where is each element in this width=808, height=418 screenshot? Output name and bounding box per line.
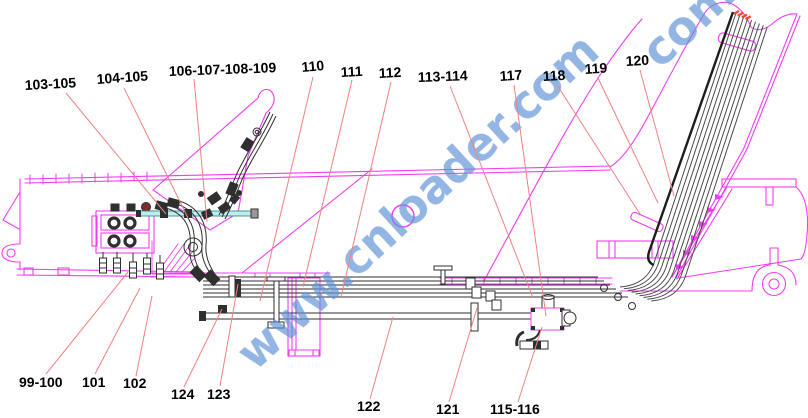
boom-arm-edges xyxy=(241,18,643,282)
callout-121: 121 xyxy=(436,307,478,417)
part-label: 112 xyxy=(378,64,402,81)
boom-plate-hole xyxy=(391,204,415,228)
hose-end-fittings xyxy=(600,284,636,310)
callout-99-100: 99-100 xyxy=(19,271,129,390)
boom-hose xyxy=(639,21,756,297)
part-label: 104-105 xyxy=(96,67,149,87)
axle-wheel xyxy=(761,271,787,297)
leader-line xyxy=(556,84,641,215)
fitting-cluster xyxy=(198,190,242,220)
part-label: 117 xyxy=(499,66,523,84)
leader-line xyxy=(597,77,659,204)
valve-top-fitting xyxy=(110,203,120,212)
leader-line xyxy=(219,283,239,387)
hose-red-tip xyxy=(733,9,740,16)
part-label: 106-107-108-109 xyxy=(169,59,277,79)
leader-line xyxy=(302,79,353,288)
part-label: 122 xyxy=(357,398,381,414)
callout-123: 123 xyxy=(207,283,239,402)
part-label: 124 xyxy=(171,386,195,402)
center-bracket xyxy=(287,277,321,357)
part-label: 99-100 xyxy=(19,374,63,390)
boom-hose xyxy=(627,16,745,291)
part-label: 120 xyxy=(625,52,649,69)
part-label: 123 xyxy=(207,386,231,402)
arc-hose-bundles xyxy=(154,197,221,287)
part-label: 119 xyxy=(584,59,608,77)
callout-110: 110 xyxy=(259,57,325,302)
callout-118: 118 xyxy=(542,67,641,215)
part-label: 110 xyxy=(301,57,325,75)
pivot-circle xyxy=(183,237,203,257)
callout-124: 124 xyxy=(171,308,223,402)
part-label: 102 xyxy=(123,375,147,391)
hose-red-tip xyxy=(741,13,748,19)
leader-line xyxy=(183,308,223,388)
leader-line xyxy=(135,295,153,377)
fender-rivet-ticks xyxy=(29,171,148,185)
hanging-fittings xyxy=(99,252,164,280)
steel-tube xyxy=(136,208,259,219)
boom-hose xyxy=(643,23,760,298)
leader-line xyxy=(639,69,675,197)
part-label: 115-116 xyxy=(490,401,540,417)
callout-112: 112 xyxy=(340,64,402,298)
callout-122: 122 xyxy=(357,316,394,414)
rear-support-outline xyxy=(619,178,808,297)
counterweight-outline xyxy=(1,165,611,278)
leader-line xyxy=(193,78,208,223)
callout-101: 101 xyxy=(82,287,141,390)
callout-115-116: 115-116 xyxy=(490,326,543,417)
leader-line xyxy=(123,87,189,219)
hose-red-tip xyxy=(737,11,744,17)
boom-hose xyxy=(635,19,753,295)
leader-line xyxy=(449,85,534,299)
bellcrank-outline xyxy=(152,89,275,231)
callout-117: 117 xyxy=(499,66,547,317)
leader-line xyxy=(45,271,129,375)
callout-102: 102 xyxy=(123,295,153,391)
part-label: 103-105 xyxy=(24,74,76,93)
pipe-clamps xyxy=(228,265,502,332)
callout-104-105: 104-105 xyxy=(96,67,189,219)
callout-106-107-108-109: 106-107-108-109 xyxy=(169,59,277,223)
leader-line xyxy=(259,76,314,302)
callout-111: 111 xyxy=(302,63,363,288)
part-label: 121 xyxy=(436,401,460,417)
boom-hose xyxy=(619,12,737,288)
leader-line xyxy=(369,316,394,400)
callout-103-105: 103-105 xyxy=(24,74,167,215)
machine-outline xyxy=(1,1,808,357)
part-label: 118 xyxy=(542,67,566,84)
boom-cylinder-line xyxy=(646,11,735,267)
check-valve-assembly xyxy=(515,294,577,350)
callout-119: 119 xyxy=(584,59,659,204)
upper-hose-bundle xyxy=(218,111,277,220)
leader-line xyxy=(517,326,543,403)
watermark-layer: www.cnloader.com com xyxy=(226,0,746,380)
valve-knob xyxy=(141,202,151,212)
callouts-layer: 103-105 104-105 106-107-108-109 110 111 112 11… xyxy=(19,52,675,417)
leader-line xyxy=(65,92,167,215)
leader-line xyxy=(513,84,547,317)
boom-hose xyxy=(647,25,764,300)
callout-113-114: 113-114 xyxy=(418,67,534,299)
valve-top-fitting xyxy=(126,203,136,212)
boom-hose xyxy=(631,18,749,293)
valve-ports xyxy=(107,216,137,248)
callout-120: 120 xyxy=(625,52,675,197)
boom-hose-bundle xyxy=(619,9,768,302)
part-label: 101 xyxy=(82,374,106,390)
part-label: 113-114 xyxy=(418,67,469,85)
leader-line xyxy=(448,307,478,403)
boom-hose xyxy=(651,26,768,302)
leader-line xyxy=(340,81,392,298)
control-valve-block xyxy=(91,210,155,254)
boom-hose xyxy=(623,14,741,290)
part-label: 111 xyxy=(340,63,363,80)
leader-line xyxy=(94,287,141,375)
hose-red-tip xyxy=(745,15,752,21)
